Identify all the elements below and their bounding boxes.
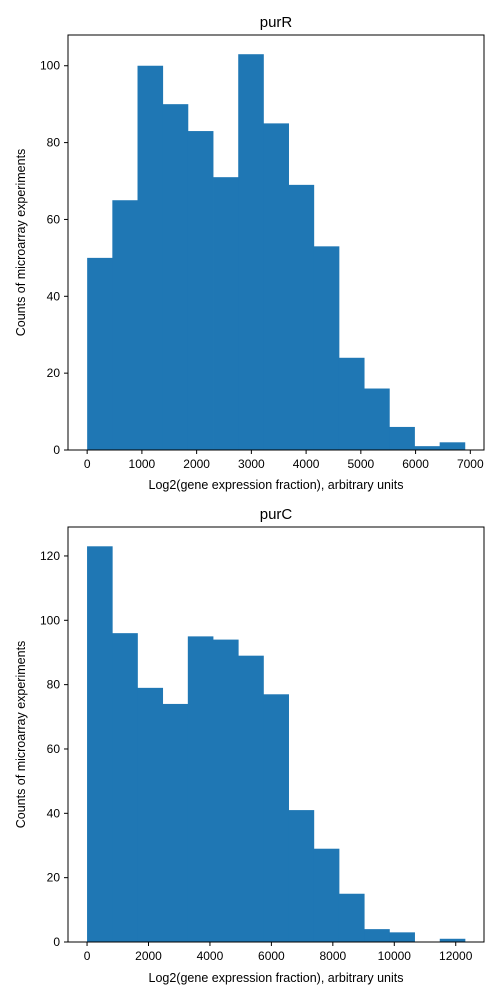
histogram-bar xyxy=(137,687,164,942)
y-tick-label: 80 xyxy=(47,678,61,692)
x-tick-label: 4000 xyxy=(293,457,320,471)
histogram-bar xyxy=(87,546,113,942)
histogram-bar xyxy=(238,655,264,942)
bars xyxy=(87,546,466,942)
histogram-bar xyxy=(263,694,289,942)
histogram-bar xyxy=(137,65,164,451)
chart-title: purC xyxy=(260,506,293,523)
y-tick-label: 80 xyxy=(47,136,61,150)
histogram-bar xyxy=(439,938,466,942)
histogram-bar xyxy=(389,932,415,942)
y-tick-label: 60 xyxy=(47,742,61,756)
histogram-purR: purR 0 1000 2000 3000 4000 5000 6000 7000 0 20 40… xyxy=(14,14,485,492)
plot-frame xyxy=(67,34,485,451)
bars xyxy=(87,54,466,451)
histogram-bar xyxy=(162,104,189,451)
y-tick-label: 40 xyxy=(47,806,61,820)
histogram-bar xyxy=(414,446,441,450)
histogram-bar xyxy=(187,636,214,942)
histogram-bar xyxy=(187,131,214,450)
x-tick-label: 6000 xyxy=(258,949,285,963)
y-tick-label: 0 xyxy=(53,443,60,457)
histogram-bar xyxy=(238,54,264,451)
y-axis-ticks: 0 20 40 60 80 100 xyxy=(40,59,68,457)
histogram-bar xyxy=(288,184,315,451)
x-axis-label: Log2(gene expression fraction), arbitrar… xyxy=(149,971,404,985)
x-axis-ticks: 0 1000 2000 3000 4000 5000 6000 7000 xyxy=(84,450,484,471)
x-tick-label: 12000 xyxy=(439,949,473,963)
x-tick-label: 7000 xyxy=(457,457,484,471)
x-axis-label: Log2(gene expression fraction), arbitrar… xyxy=(149,478,404,492)
histogram-bar xyxy=(288,810,315,942)
x-tick-label: 4000 xyxy=(197,949,224,963)
histogram-bar xyxy=(313,848,340,942)
histogram-bar xyxy=(389,426,415,450)
y-tick-label: 100 xyxy=(40,613,60,627)
x-tick-label: 8000 xyxy=(319,949,346,963)
y-tick-label: 20 xyxy=(47,366,61,380)
x-tick-label: 2000 xyxy=(135,949,162,963)
x-tick-label: 6000 xyxy=(402,457,429,471)
histogram-bar xyxy=(338,357,365,450)
histogram-bar xyxy=(313,246,340,450)
plot-frame xyxy=(67,526,485,943)
histogram-bar xyxy=(87,257,113,450)
y-tick-label: 100 xyxy=(40,59,60,73)
x-tick-label: 1000 xyxy=(129,457,156,471)
x-axis-ticks: 0 2000 4000 6000 8000 10000 12000 xyxy=(84,942,473,963)
histogram-bar xyxy=(213,639,239,942)
histogram-bar xyxy=(213,177,239,450)
y-tick-label: 120 xyxy=(40,549,60,563)
histogram-bar xyxy=(439,442,466,450)
histogram-purC: purC 0 2000 4000 6000 8000 10000 12000 0 20 40 60… xyxy=(14,506,485,985)
histogram-bar xyxy=(112,200,138,450)
x-tick-label: 0 xyxy=(84,457,91,471)
y-tick-label: 60 xyxy=(47,212,61,226)
y-tick-label: 40 xyxy=(47,289,61,303)
y-tick-label: 0 xyxy=(53,935,60,949)
histogram-bar xyxy=(263,123,289,450)
x-tick-label: 3000 xyxy=(238,457,265,471)
y-tick-label: 20 xyxy=(47,871,61,885)
y-axis-label: Counts of microarray experiments xyxy=(14,149,28,337)
chart-title: purR xyxy=(260,14,293,31)
histogram-bar xyxy=(162,703,189,942)
y-axis-ticks: 0 20 40 60 80 100 120 xyxy=(40,549,68,949)
histogram-bar xyxy=(112,633,138,942)
x-tick-label: 5000 xyxy=(347,457,374,471)
histogram-bar xyxy=(338,893,365,942)
x-tick-label: 2000 xyxy=(183,457,210,471)
x-tick-label: 0 xyxy=(84,949,91,963)
x-tick-label: 10000 xyxy=(378,949,412,963)
y-axis-label: Counts of microarray experiments xyxy=(14,641,28,829)
histogram-bar xyxy=(364,929,390,942)
histogram-bar xyxy=(364,388,390,450)
